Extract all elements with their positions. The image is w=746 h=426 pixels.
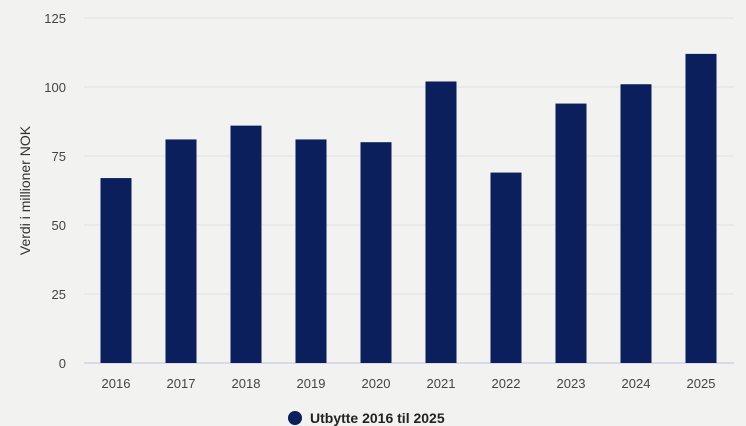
y-tick-label: 75 [52, 149, 66, 164]
bar-2023 [555, 103, 587, 363]
y-tick-label: 125 [44, 11, 66, 26]
bar-2018 [230, 125, 262, 363]
bar-2016 [100, 178, 132, 363]
bar-2020 [360, 142, 392, 363]
x-tick-label: 2022 [492, 376, 521, 391]
y-tick-label: 100 [44, 80, 66, 95]
bar-2025 [685, 53, 717, 363]
y-tick-label: 0 [59, 356, 66, 371]
x-tick-label: 2025 [687, 376, 716, 391]
x-tick-label: 2019 [297, 376, 326, 391]
y-axis-title: Verdi i millioner NOK [17, 125, 33, 255]
y-axis-ticks: 0 25 50 75 100 125 [44, 11, 66, 371]
bars [100, 53, 717, 364]
legend-label: Utbytte 2016 til 2025 [310, 410, 445, 426]
x-tick-label: 2017 [167, 376, 196, 391]
bar-2021 [425, 81, 457, 363]
legend-marker [288, 411, 302, 425]
bar-2022 [490, 172, 522, 363]
legend: Utbytte 2016 til 2025 [288, 410, 445, 426]
y-tick-label: 50 [52, 218, 66, 233]
x-tick-label: 2021 [427, 376, 456, 391]
bar-2019 [295, 139, 327, 363]
x-tick-label: 2024 [622, 376, 651, 391]
bar-2024 [620, 84, 652, 364]
x-tick-label: 2020 [362, 376, 391, 391]
bar-2017 [165, 139, 197, 363]
x-tick-label: 2023 [557, 376, 586, 391]
x-tick-label: 2018 [232, 376, 261, 391]
x-tick-label: 2016 [102, 376, 131, 391]
x-axis-ticks: 2016 2017 2018 2019 2020 2021 2022 2023 2024 2025 [102, 376, 716, 391]
y-tick-label: 25 [52, 287, 66, 302]
